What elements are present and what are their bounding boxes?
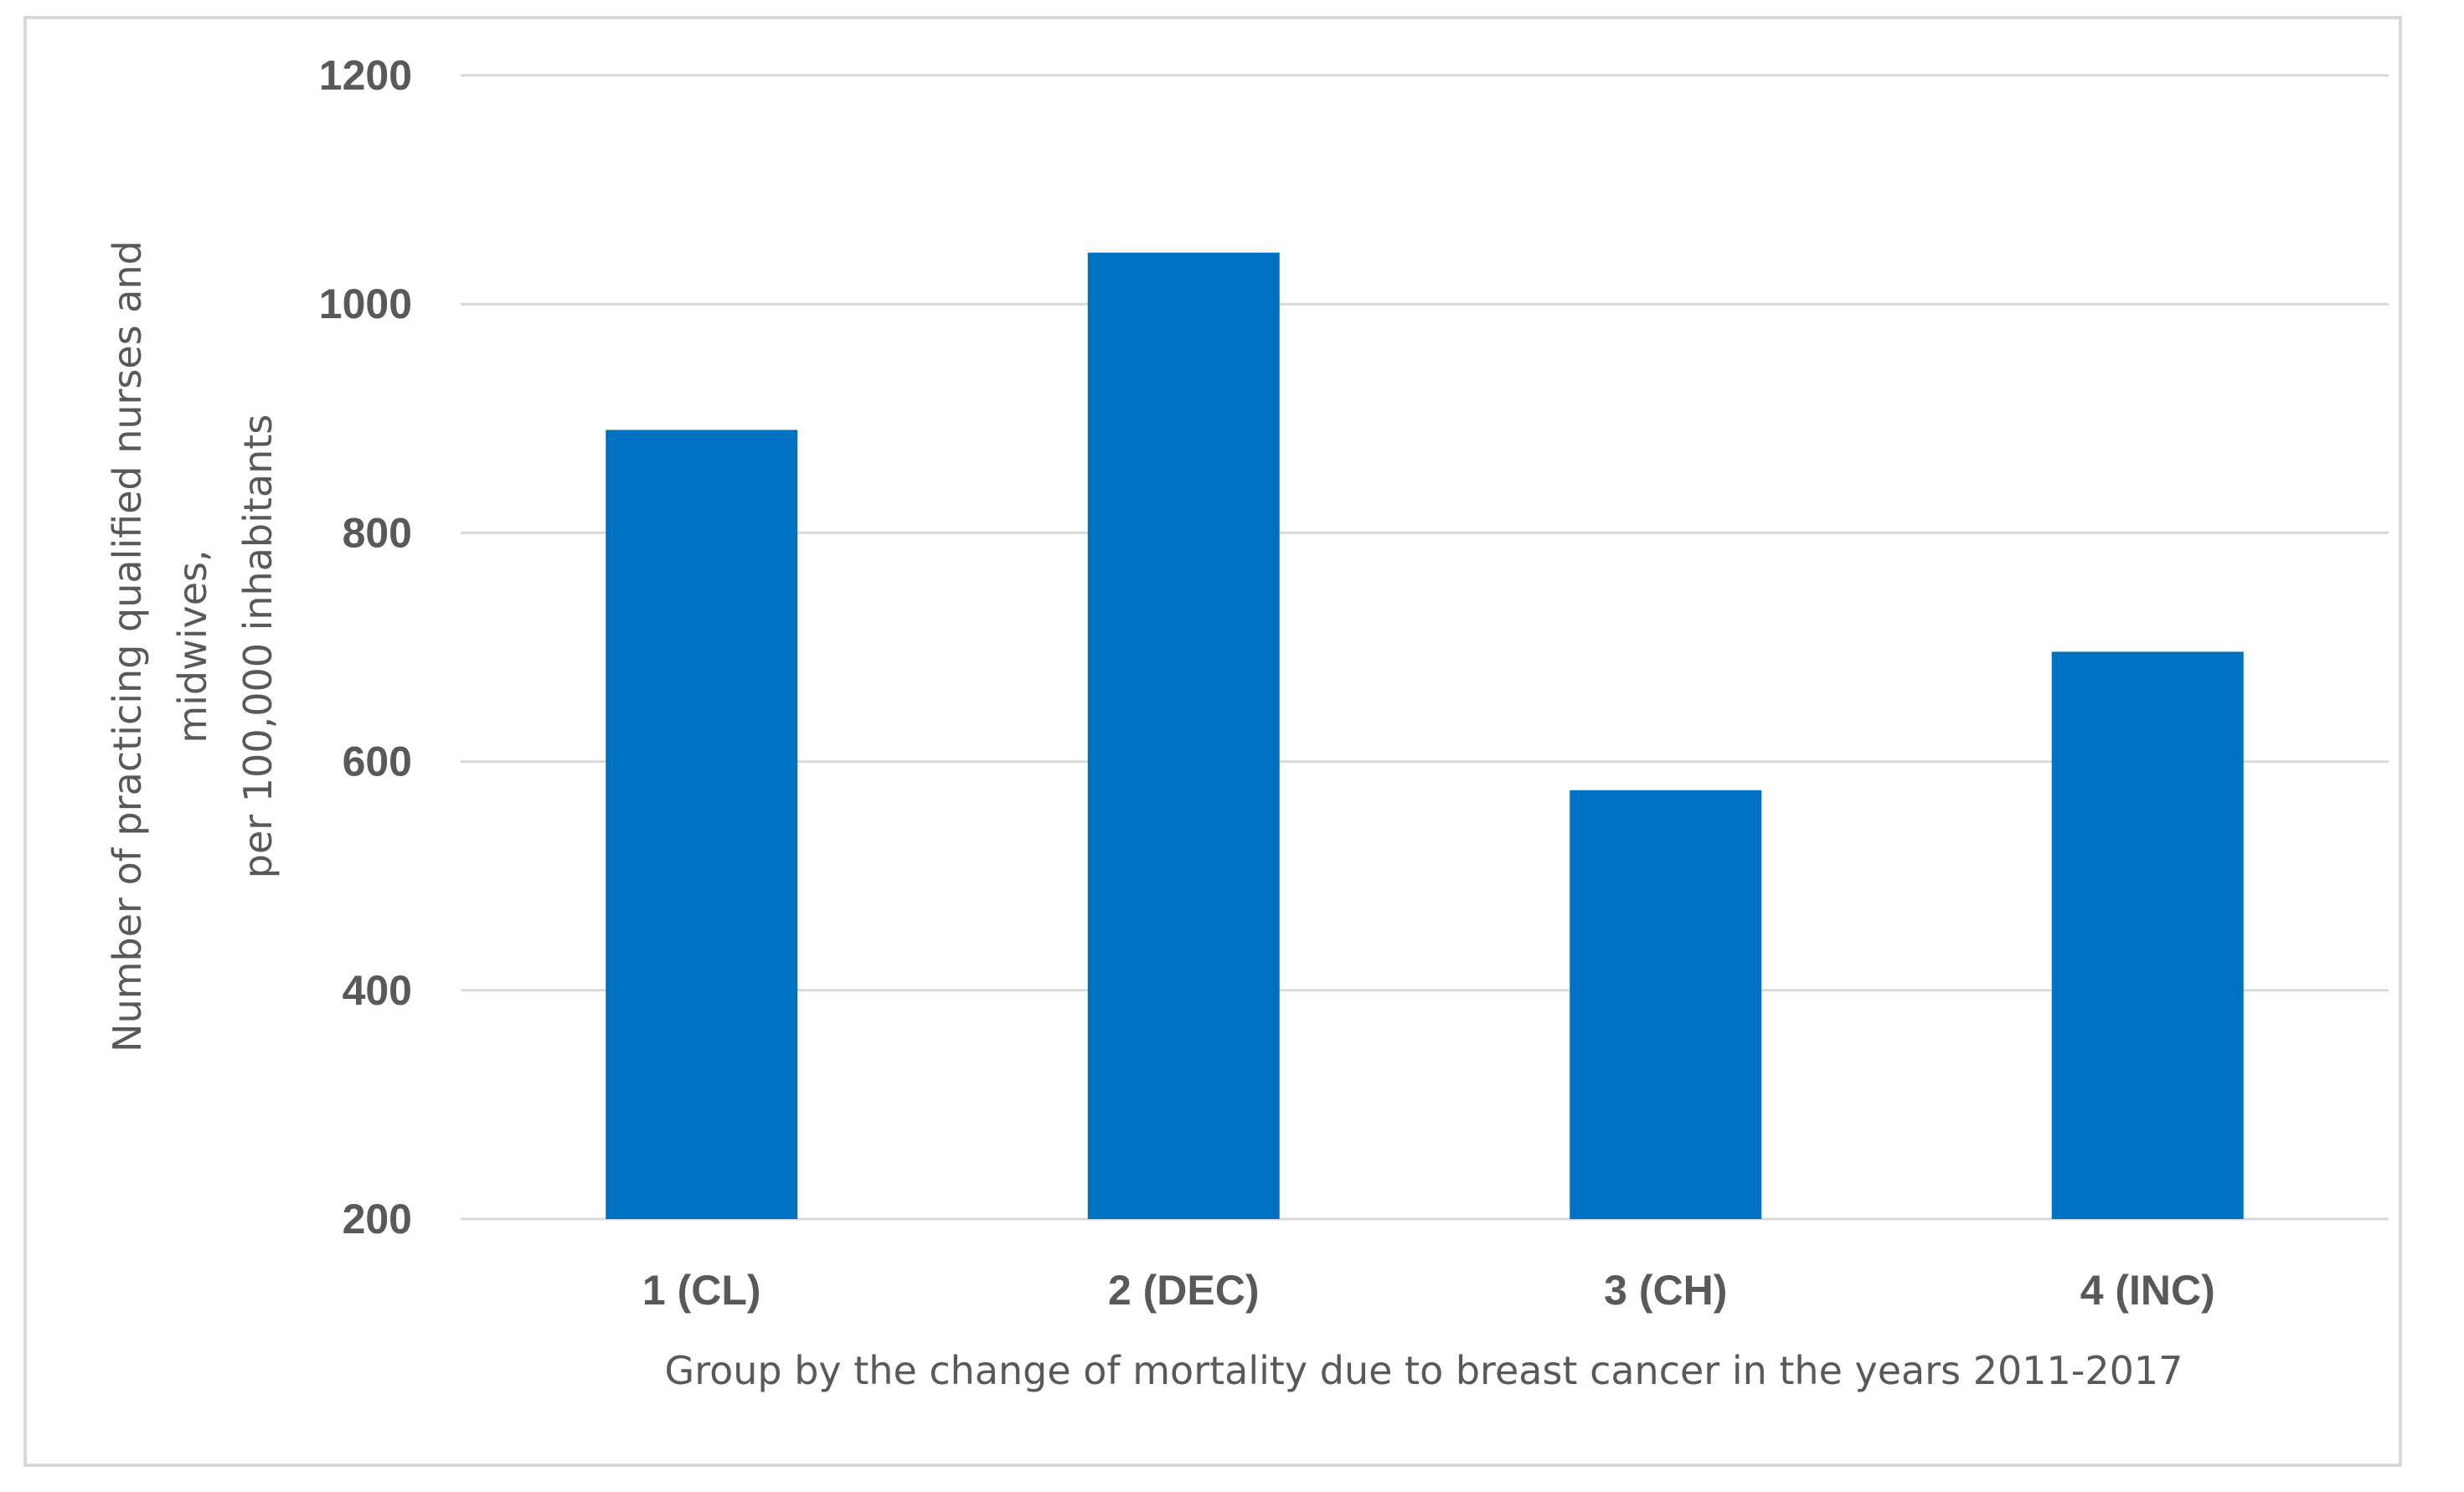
bar-3 [1570, 790, 1762, 1219]
bar-4 [2051, 651, 2244, 1219]
y-tick-label: 200 [343, 1196, 412, 1242]
x-tick-label: 2 (DEC) [1108, 1267, 1260, 1314]
chart-frame [23, 16, 2402, 1467]
y-tick-label: 1000 [319, 280, 412, 327]
y-axis-title-line-3: per 100,000 inhabitants [235, 414, 281, 879]
x-tick-label: 4 (INC) [2080, 1267, 2215, 1314]
y-tick-label: 400 [343, 967, 412, 1014]
x-axis-title: Group by the change of mortality due to … [665, 1348, 2183, 1393]
y-axis-title-line-2: midwives, [170, 549, 215, 743]
bar-2 [1087, 252, 1280, 1220]
x-tick-label: 3 (CH) [1604, 1267, 1727, 1314]
y-tick-label: 600 [343, 738, 412, 785]
y-tick-label: 800 [343, 509, 412, 556]
y-axis-title-line-1: Number of practicing qualified nurses an… [105, 240, 150, 1052]
bar-1 [606, 430, 798, 1219]
y-tick-label: 1200 [319, 52, 412, 99]
x-tick-label: 1 (CL) [642, 1267, 761, 1314]
